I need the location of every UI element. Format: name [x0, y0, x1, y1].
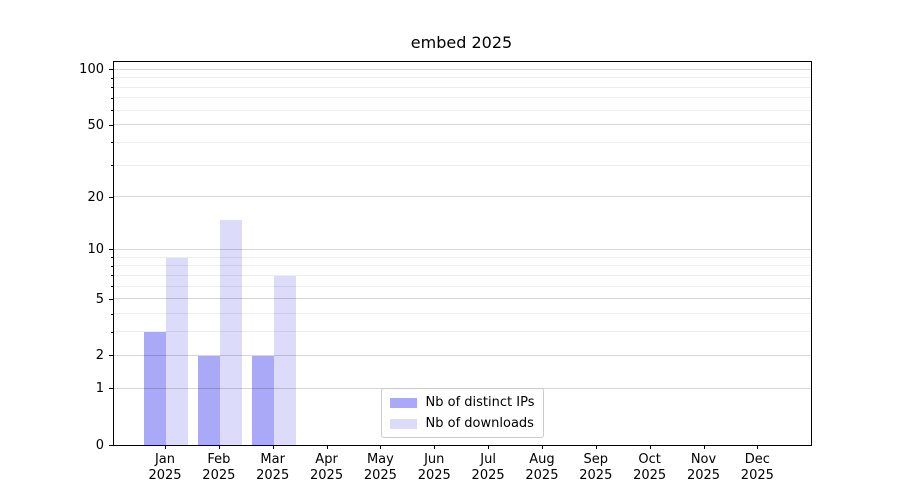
x-tick-label-sep: Sep 2025 [579, 452, 613, 483]
y-minor-tick-mark-40 [111, 142, 113, 144]
x-tick-label-jan: Jan 2025 [148, 452, 182, 483]
gridline-major-y-100 [114, 68, 811, 70]
gridline-major-y-20 [114, 196, 811, 198]
y-minor-tick-mark-9 [111, 257, 113, 259]
bar-downloads-jan [166, 257, 188, 445]
legend-entry-downloads: Nb of downloads [389, 416, 535, 431]
gridline-minor-y-6 [114, 285, 811, 287]
y-minor-tick-mark-90 [111, 77, 113, 79]
gridline-major-y-10 [114, 249, 811, 250]
gridline-major-y-5 [114, 298, 811, 300]
gridline-minor-y-30 [114, 164, 811, 166]
bar-ips-jan [144, 332, 166, 445]
y-minor-tick-mark-30 [111, 165, 113, 167]
legend-swatch-downloads [389, 418, 417, 429]
x-tick-label-oct: Oct 2025 [633, 452, 667, 483]
y-tick-label-50: 50 [87, 117, 104, 133]
bar-ips-feb [197, 355, 220, 445]
x-tick-label-feb: Feb 2025 [202, 452, 236, 483]
x-tick-mark-jan [165, 445, 166, 449]
bar-downloads-mar [273, 275, 296, 445]
y-tick-mark-0 [109, 444, 113, 446]
x-tick-mark-jun [434, 445, 436, 449]
gridline-minor-y-4 [114, 313, 811, 315]
legend-swatch-distinct-ips [389, 397, 417, 408]
y-minor-tick-mark-7 [111, 275, 113, 277]
y-tick-label-20: 20 [87, 189, 104, 205]
legend-entry-distinct-ips: Nb of distinct IPs [389, 395, 535, 410]
legend-label-distinct-ips: Nb of distinct IPs [425, 395, 535, 410]
y-tick-mark-100 [109, 69, 113, 71]
x-tick-mark-oct [649, 445, 651, 449]
x-tick-label-jul: Jul 2025 [471, 452, 505, 483]
y-minor-tick-mark-8 [111, 265, 113, 267]
x-tick-mark-sep [595, 445, 597, 449]
legend-label-downloads: Nb of downloads [425, 416, 534, 431]
gridline-major-y-2 [114, 354, 811, 356]
y-minor-tick-mark-70 [111, 97, 113, 99]
x-tick-label-mar: Mar 2025 [256, 452, 290, 483]
y-tick-label-1: 1 [95, 381, 104, 397]
gridline-minor-y-8 [114, 265, 811, 267]
x-tick-mark-nov [703, 445, 705, 449]
y-tick-label-5: 5 [95, 291, 104, 307]
x-tick-label-aug: Aug 2025 [525, 452, 559, 483]
y-tick-mark-2 [109, 355, 113, 357]
x-tick-mark-feb [218, 445, 220, 449]
x-tick-mark-may [380, 445, 382, 449]
x-tick-mark-dec [757, 445, 759, 449]
y-minor-tick-mark-4 [111, 313, 113, 315]
y-minor-tick-mark-60 [111, 110, 113, 112]
x-tick-mark-apr [326, 445, 328, 449]
legend: Nb of distinct IPs Nb of downloads [380, 388, 545, 438]
y-tick-label-0: 0 [95, 437, 104, 453]
gridline-minor-y-3 [114, 331, 811, 333]
y-tick-mark-50 [109, 124, 113, 126]
gridline-minor-y-40 [114, 142, 811, 143]
y-tick-mark-1 [109, 388, 113, 390]
bars-layer [114, 62, 811, 445]
bar-downloads-feb [219, 219, 242, 445]
gridline-minor-y-70 [114, 97, 811, 99]
x-tick-mark-mar [272, 445, 274, 449]
chart-title: embed 2025 [410, 33, 513, 52]
x-tick-label-may: May 2025 [363, 452, 397, 483]
bar-ips-mar [251, 355, 274, 445]
gridline-minor-y-9 [114, 256, 811, 258]
y-tick-label-2: 2 [95, 348, 104, 364]
y-tick-label-10: 10 [87, 242, 104, 258]
gridline-minor-y-90 [114, 77, 811, 79]
y-minor-tick-mark-6 [111, 286, 113, 288]
gridline-minor-y-60 [114, 109, 811, 111]
gridline-major-y-50 [114, 124, 811, 126]
y-tick-mark-20 [109, 196, 113, 198]
y-tick-mark-5 [109, 298, 113, 300]
y-tick-mark-10 [109, 249, 113, 251]
y-minor-tick-mark-80 [111, 87, 113, 89]
x-tick-label-nov: Nov 2025 [686, 452, 721, 483]
y-minor-tick-mark-3 [111, 331, 113, 333]
x-tick-label-jun: Jun 2025 [417, 452, 451, 483]
y-tick-label-100: 100 [79, 62, 104, 78]
x-tick-label-apr: Apr 2025 [310, 452, 344, 483]
gridline-minor-y-80 [114, 86, 811, 88]
x-tick-label-dec: Dec 2025 [740, 452, 774, 483]
plot-area: Nb of distinct IPs Nb of downloads [113, 61, 812, 446]
gridlines-layer [114, 62, 811, 445]
x-tick-mark-jul [488, 445, 490, 449]
x-tick-mark-aug [541, 445, 543, 449]
gridline-minor-y-7 [114, 274, 811, 276]
